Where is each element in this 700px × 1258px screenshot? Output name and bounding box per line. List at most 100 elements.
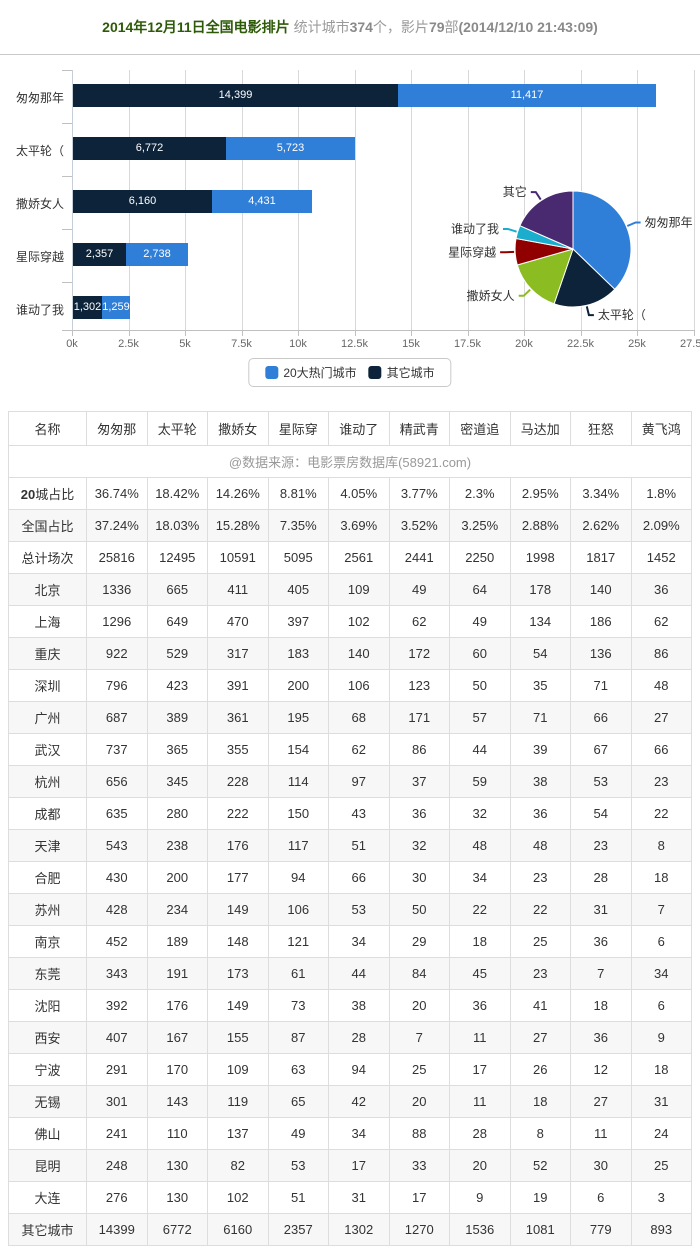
table-cell: 405 [267, 573, 329, 606]
pie-slice[interactable] [519, 190, 574, 250]
table-cell: 9 [449, 1181, 511, 1214]
page-title: 2014年12月11日全国电影排片 [102, 19, 290, 35]
row-label: 东莞 [8, 957, 87, 990]
table-cell: 155 [207, 1021, 269, 1054]
bar-segment-hot20-cities[interactable]: 11,417 [398, 84, 656, 107]
table-cell: 50 [449, 669, 511, 702]
table-cell: 32 [388, 829, 450, 862]
table-row: 北京 1336 665 411 405 109 49 64 178 140 36 [8, 573, 692, 606]
bar-segment-other-cities[interactable]: 2,357 [73, 243, 126, 266]
bar-segment-hot20-cities[interactable]: 2,738 [126, 243, 188, 266]
table-cell: 411 [207, 573, 269, 606]
table-cell: 109 [328, 573, 390, 606]
x-axis-tick [524, 330, 525, 336]
table-row: 沈阳 392 176 149 73 38 20 36 41 18 6 [8, 989, 692, 1022]
table-cell: 3.25% [449, 509, 511, 542]
row-label: 武汉 [8, 733, 87, 766]
table-cell: 44 [328, 957, 390, 990]
table-cell: 361 [207, 701, 269, 734]
pie-slice-label: 太平轮（ [598, 307, 646, 322]
table-cell: 48 [449, 829, 511, 862]
table-cell: 27 [630, 701, 692, 734]
table-cell: 60 [449, 637, 511, 670]
table-cell: 2.09% [630, 509, 692, 542]
table-cell: 38 [328, 989, 390, 1022]
table-cell: 6772 [146, 1213, 208, 1246]
pie-slice[interactable] [516, 248, 574, 305]
table-row: 总计场次 25816 12495 10591 5095 2561 2441 2250 1998 1… [8, 541, 692, 574]
pie-slice[interactable] [553, 248, 616, 308]
table-cell: 11 [449, 1021, 511, 1054]
table-cell: 29 [388, 925, 450, 958]
table-cell: 62 [328, 733, 390, 766]
legend-swatch-icon [368, 366, 382, 379]
table-cell: 737 [86, 733, 148, 766]
table-cell: 407 [86, 1021, 148, 1054]
bar-segment-other-cities[interactable]: 6,160 [73, 190, 212, 213]
table-cell: 18.42% [146, 477, 208, 510]
row-label: 天津 [8, 829, 87, 862]
x-axis-tick [467, 330, 469, 336]
legend-item[interactable]: 20大热门城市 [265, 364, 357, 381]
category-label: 太平轮（ [15, 144, 64, 158]
table-cell: 12495 [146, 541, 208, 574]
table-cell: 86 [388, 733, 450, 766]
table-cell: 3 [630, 1181, 692, 1214]
bar-segment-hot20-cities[interactable]: 5,723 [226, 137, 355, 160]
x-axis-label: 25k [628, 338, 646, 350]
subtitle-segment: 79 [428, 19, 445, 35]
y-axis-tick [62, 282, 72, 283]
table-cell: 71 [570, 669, 632, 702]
table-cell: 189 [146, 925, 208, 958]
row-label: 合肥 [8, 861, 87, 894]
table-cell: 1.8% [630, 477, 692, 510]
table-cell: 57 [449, 701, 511, 734]
bar-segment-hot20-cities[interactable]: 1,259 [102, 296, 130, 319]
table-cell: 49 [267, 1117, 329, 1150]
table-cell: 2561 [328, 541, 390, 574]
table-cell: 7 [388, 1021, 450, 1054]
table-cell: 22 [449, 893, 511, 926]
table-row: 20城占比 36.74% 18.42% 14.26% 8.81% 4.05% 3.77% 2.… [8, 477, 692, 510]
bar-segment-hot20-cities[interactable]: 4,431 [212, 190, 312, 213]
bar-segment-other-cities[interactable]: 1,302 [73, 296, 102, 319]
table-cell: 87 [267, 1021, 329, 1054]
table-cell: 7 [630, 893, 692, 926]
table-cell: 84 [388, 957, 450, 990]
table-cell: 109 [207, 1053, 269, 1086]
bar-segment-other-cities[interactable]: 14,399 [73, 84, 398, 107]
table-cell: 2250 [449, 541, 511, 574]
pie-slice-label: 谁动了我 [451, 222, 499, 236]
table-cell: 50 [388, 893, 450, 926]
table-cell: 171 [388, 701, 450, 734]
subtitle-segment: 374 [349, 19, 373, 35]
table-cell: 183 [267, 637, 329, 670]
table-cell: 7.35% [267, 509, 329, 542]
legend-item[interactable]: 其它城市 [368, 364, 435, 381]
x-axis-label: 22.5k [567, 338, 594, 350]
table-cell: 5095 [267, 541, 329, 574]
bar-segment-other-cities[interactable]: 6,772 [73, 137, 226, 160]
table-cell: 53 [570, 765, 632, 798]
table-cell: 88 [388, 1117, 450, 1150]
table-cell: 1270 [388, 1213, 450, 1246]
table-cell: 186 [570, 605, 632, 638]
table-cell: 301 [86, 1085, 148, 1118]
table-row: 合肥 430 200 177 94 66 30 34 23 28 18 [8, 861, 692, 894]
pie-slice[interactable] [572, 190, 632, 291]
table-cell: 97 [328, 765, 390, 798]
x-axis-tick [298, 330, 299, 336]
table-cell: 34 [449, 861, 511, 894]
table-cell: 149 [207, 893, 269, 926]
table-cell: 31 [328, 1181, 390, 1214]
table-cell: 66 [630, 733, 692, 766]
table-row: 全国占比 37.24% 18.03% 15.28% 7.35% 3.69% 3.52% 3.2… [8, 509, 692, 542]
table-cell: 276 [86, 1181, 148, 1214]
table-cell: 6160 [207, 1213, 269, 1246]
table-cell: 170 [146, 1053, 208, 1086]
table-cell: 893 [630, 1213, 692, 1246]
table-cell: 452 [86, 925, 148, 958]
table-cell: 3.34% [570, 477, 632, 510]
table-cell: 71 [509, 701, 571, 734]
table-cell: 23 [570, 829, 632, 862]
